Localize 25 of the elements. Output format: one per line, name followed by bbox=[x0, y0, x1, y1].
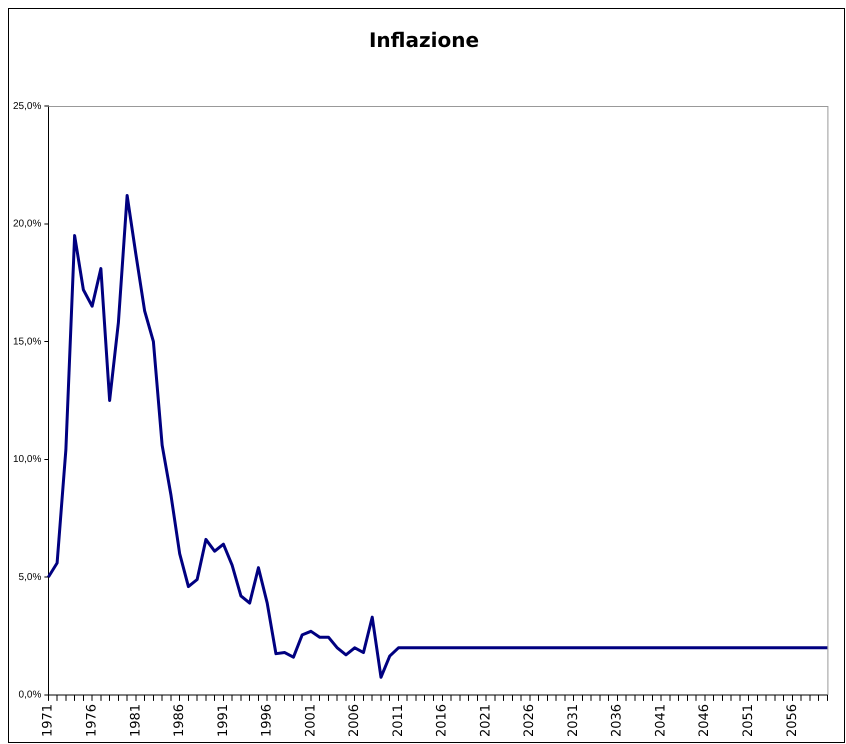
x-tick-label: 2041 bbox=[653, 704, 668, 738]
x-tick-label: 2021 bbox=[478, 704, 494, 738]
y-tick-label: 0,0% bbox=[18, 690, 42, 701]
x-tick-label: 2016 bbox=[434, 704, 450, 738]
x-tick-label: 2031 bbox=[566, 704, 581, 738]
x-tick-label: 2026 bbox=[522, 704, 538, 738]
y-tick-label: 5,0% bbox=[18, 572, 42, 583]
x-tick-label: 2006 bbox=[347, 704, 362, 738]
chart-title: Inflazione bbox=[368, 28, 480, 52]
x-tick-label: 1986 bbox=[172, 704, 188, 738]
y-tick-label: 10,0% bbox=[12, 454, 42, 466]
x-tick-label: 1976 bbox=[84, 704, 100, 738]
x-tick-label: 2001 bbox=[303, 704, 318, 738]
x-tick-label: 1981 bbox=[128, 704, 144, 738]
x-tick-label: 2046 bbox=[697, 704, 712, 738]
x-tick-label: 2056 bbox=[784, 704, 800, 738]
x-tick-label: 1971 bbox=[40, 704, 56, 738]
y-tick-label: 15,0% bbox=[12, 336, 42, 348]
x-tick-label: 2051 bbox=[740, 704, 756, 738]
x-tick-label: 2011 bbox=[390, 704, 406, 738]
x-tick-label: 1991 bbox=[216, 704, 231, 738]
y-tick-label: 25,0% bbox=[12, 100, 42, 112]
y-tick-label: 20,0% bbox=[12, 218, 42, 230]
x-tick-label: 1996 bbox=[260, 704, 275, 738]
x-tick-label: 2036 bbox=[610, 704, 625, 738]
